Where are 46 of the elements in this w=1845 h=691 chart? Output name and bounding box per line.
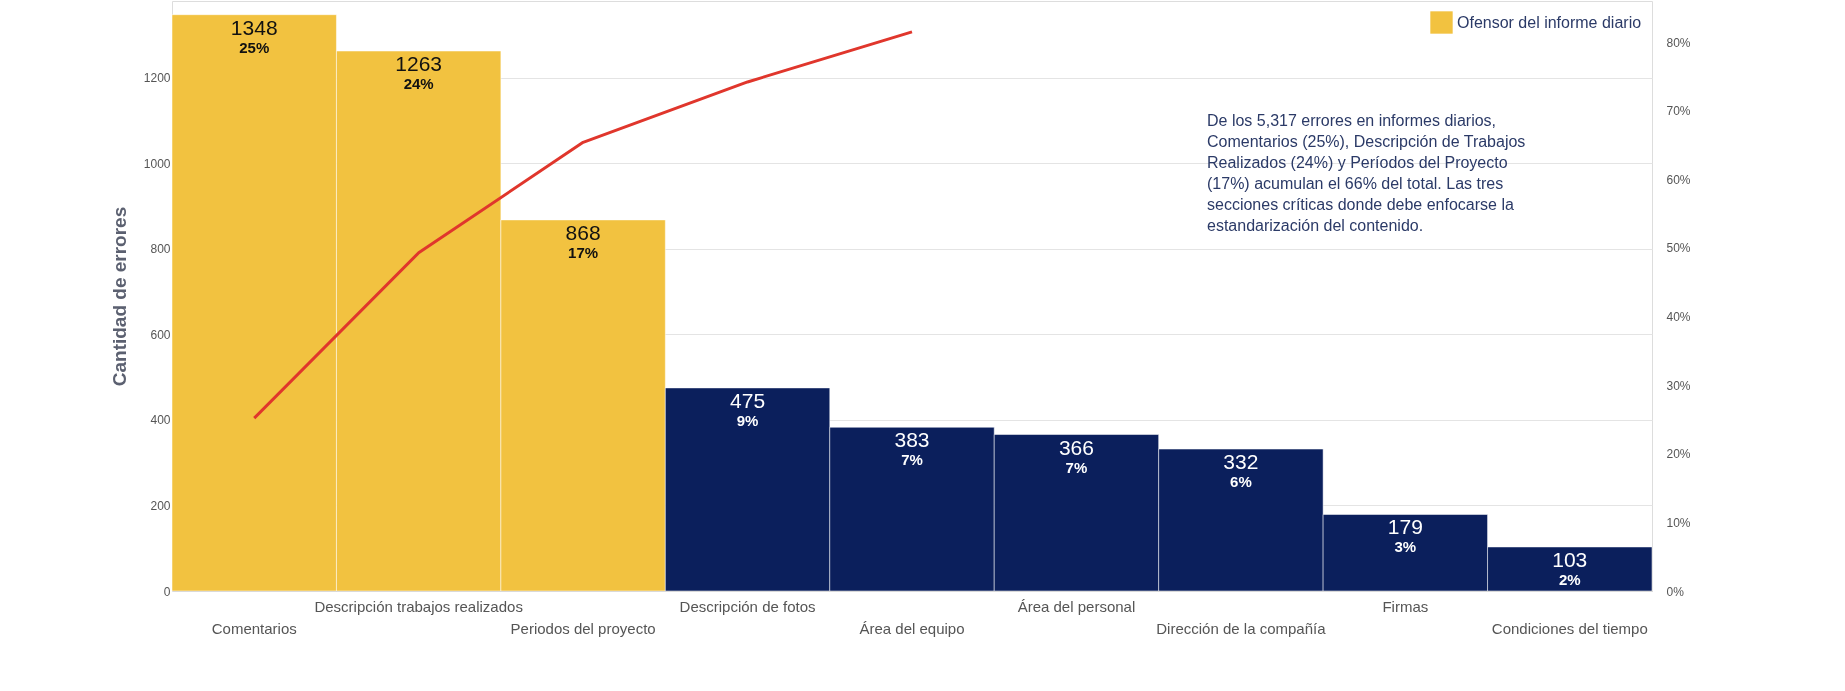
x-tick-label: Descripción trabajos realizados xyxy=(314,597,523,615)
y2-tick-label: 80% xyxy=(1666,35,1691,50)
y-tick-label: 800 xyxy=(150,242,171,257)
x-tick-label: Área del personal xyxy=(1017,597,1136,615)
x-tick-label: Dirección de la compañía xyxy=(1156,619,1327,637)
x-tick-label: Descripción de fotos xyxy=(679,597,816,615)
y2-tick-label: 0% xyxy=(1666,584,1685,599)
y2-tick-label: 30% xyxy=(1666,378,1691,393)
y-tick-label: 200 xyxy=(150,498,171,513)
annotation: 7% xyxy=(901,451,923,469)
x-tick-label: Firmas xyxy=(1382,597,1429,615)
annotation: 9% xyxy=(736,411,759,429)
y-tick-label: 1000 xyxy=(143,156,171,171)
annotation: 3% xyxy=(1394,538,1417,556)
x-tick-label: Condiciones del tiempo xyxy=(1491,619,1648,637)
data-label: 1263 xyxy=(395,52,443,76)
annotation: 17% xyxy=(568,243,599,261)
data-label: 366 xyxy=(1058,435,1094,459)
y-tick-label: 400 xyxy=(150,413,171,428)
annotation: 6% xyxy=(1230,473,1252,491)
annotation: 24% xyxy=(403,75,434,93)
y2-tick-label: 50% xyxy=(1666,241,1691,256)
data-label: 475 xyxy=(730,388,766,412)
y2-tick-label: 10% xyxy=(1666,515,1691,530)
x-tick-label: Periodos del proyecto xyxy=(510,619,656,637)
annotation: 7% xyxy=(1065,458,1088,476)
y2-tick-label: 70% xyxy=(1666,104,1691,119)
x-tick-label: Área del equipo xyxy=(859,619,965,637)
y2-tick-label: 60% xyxy=(1666,172,1691,187)
data-label: 179 xyxy=(1387,515,1423,539)
annotation: 2% xyxy=(1558,570,1581,588)
data-label: 103 xyxy=(1552,547,1588,571)
data-label: 868 xyxy=(565,220,601,244)
data-label: 383 xyxy=(894,428,930,452)
data-label: 332 xyxy=(1223,450,1259,474)
x-tick-label: Comentarios xyxy=(211,619,297,637)
annotation: De los 5,317 errores en informes diarios, Comentarios (25%), Descripción de Trabajos Realizados (24%) y Períodos del Proyecto (17%) acumulan el 66% del total. Las tres secciones críticas donde debe enfocarse la estandarización del contenido. xyxy=(1207,112,1526,234)
data-label: 1348 xyxy=(230,15,278,39)
y-tick-label: 0 xyxy=(163,584,171,599)
y-tick-label: 1200 xyxy=(143,71,171,86)
y2-tick-label: 40% xyxy=(1666,310,1691,325)
y-axis-title: Cantidad de errores xyxy=(108,206,130,387)
y2-tick-label: 20% xyxy=(1666,447,1691,462)
annotation: 25% xyxy=(239,38,270,56)
y-tick-label: 600 xyxy=(150,327,171,342)
legend-label: Ofensor del informe diario xyxy=(1457,13,1642,31)
